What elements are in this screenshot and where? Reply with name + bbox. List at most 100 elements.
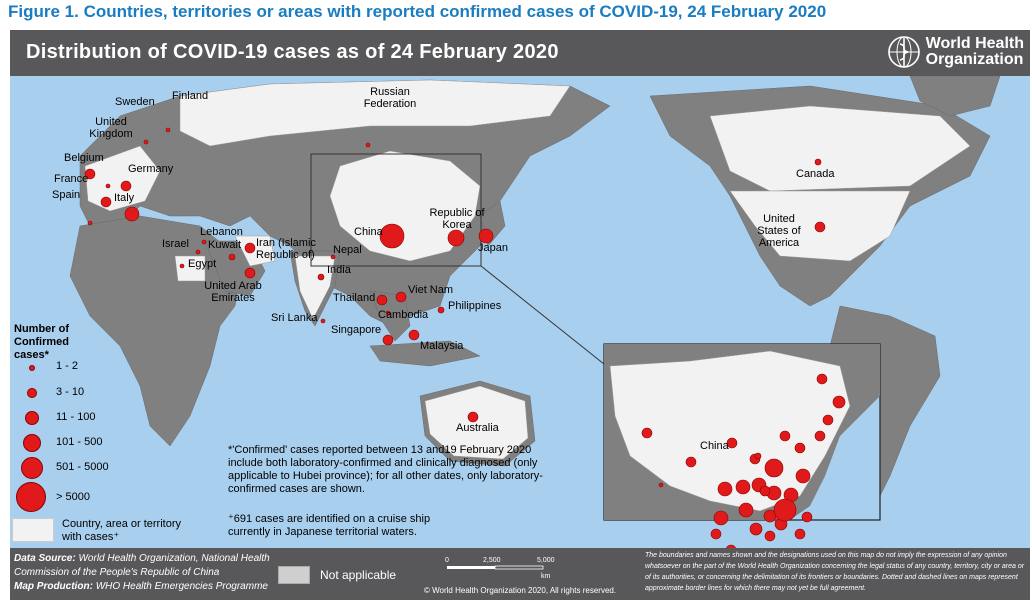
egypt-area (174, 255, 206, 282)
case-dot-philippines (437, 306, 445, 314)
label-uae: United Arab Emirates (204, 280, 262, 304)
legend-dot-1-2 (29, 365, 35, 371)
label-china: China (354, 226, 383, 238)
case-dot-israel (195, 249, 201, 255)
inset-dot (685, 456, 697, 468)
legend-label-3-10: 3 - 10 (56, 386, 85, 398)
map-production-text: WHO Health Emergencies Programme (95, 581, 268, 592)
legend-country-label: Country, area or territory with cases⁺ (62, 518, 182, 543)
case-dot-nepal (330, 254, 336, 260)
world-map (69, 76, 1001, 548)
case-dot-india (317, 273, 325, 281)
map-title: Distribution of COVID-19 cases as of 24 … (26, 41, 559, 63)
label-canada: Canada (796, 168, 835, 180)
case-dot-lebanon (201, 239, 207, 245)
inset-dot (779, 430, 791, 442)
case-dot-egypt (179, 263, 185, 269)
label-korea: Republic of Korea (429, 207, 485, 231)
logo-line-1: World Health (925, 35, 1024, 52)
scale-tick-5000: 5,000 (537, 557, 555, 564)
case-dot-italy (124, 206, 140, 222)
label-sri-lanka: Sri Lanka (271, 312, 318, 324)
map-frame: Distribution of COVID-19 cases as of 24 … (10, 30, 1030, 600)
case-dot-canada (814, 158, 822, 166)
legend-dot-5000-plus (16, 482, 46, 512)
label-belgium: Belgium (64, 152, 104, 164)
footer-credits: Data Source: World Health Organization, … (14, 553, 270, 592)
australia-area (424, 385, 529, 460)
scale-tick-2500: 2,500 (483, 557, 501, 564)
cruise-ship-note: ⁺691 cases are identified on a cruise sh… (228, 513, 431, 538)
map-production-label: Map Production (14, 581, 90, 592)
inset-dot (764, 458, 784, 478)
case-dot-korea (447, 229, 465, 247)
case-dot-spain (87, 220, 93, 226)
label-egypt: Egypt (188, 258, 217, 270)
label-sweden: Sweden (115, 96, 155, 108)
inset-dot (749, 522, 763, 536)
label-vietnam: Viet Nam (408, 284, 454, 296)
label-malaysia: Malaysia (420, 340, 464, 352)
inset-dot (814, 430, 826, 442)
label-cambodia: Cambodia (378, 309, 429, 321)
legend-label-501-5000: 501 - 5000 (56, 461, 109, 473)
not-applicable-label: Not applicable (320, 568, 397, 582)
label-finland: Finland (172, 90, 209, 102)
legend-dot-3-10 (27, 388, 37, 398)
data-source-label: Data Source (14, 553, 73, 564)
case-dot-kuwait (228, 253, 236, 261)
copyright: © World Health Organization 2020, All ri… (424, 586, 617, 595)
case-dot-china (379, 223, 405, 249)
legend-label-1-2: 1 - 2 (56, 360, 79, 372)
label-inset-china: China (700, 440, 729, 452)
legend-dot-11-100 (25, 411, 39, 425)
case-dots (84, 127, 846, 548)
inset-dot (658, 482, 664, 488)
map-footer: Data Source: World Health Organization, … (10, 548, 1030, 600)
inset-dot (641, 427, 653, 439)
inset-dot (726, 437, 738, 449)
label-japan: Japan (478, 242, 508, 254)
label-uk: United Kingdom (89, 116, 133, 140)
scale-bar: 0 2,500 5,000 km (445, 557, 555, 580)
inset-dot (726, 544, 736, 548)
data-source-text: World Health Organization, National Heal… (14, 553, 270, 578)
who-emblem-icon (887, 36, 920, 68)
inset-dot (832, 395, 846, 409)
india-area (294, 255, 336, 320)
not-applicable-swatch (278, 566, 310, 584)
inset-dot (794, 442, 806, 454)
inset-dot (738, 502, 754, 518)
china-region-frame (310, 153, 482, 267)
case-dot-germany (120, 180, 132, 192)
label-usa: United States of America (757, 213, 801, 249)
case-dot-sweden (143, 139, 149, 145)
scale-unit: km (541, 573, 551, 580)
label-israel: Israel (162, 238, 189, 250)
inset-dot (735, 479, 751, 495)
inset-dot (795, 468, 811, 484)
legend-country-swatch (12, 518, 54, 542)
inset-dot (801, 511, 813, 523)
europe-area (84, 145, 161, 212)
case-dot-uk (84, 168, 96, 180)
label-india: India (327, 264, 351, 276)
inset-dot (822, 414, 834, 426)
case-dot-sri-lanka (320, 318, 326, 324)
legend-dot-501-5000 (21, 457, 43, 479)
legend-dot-101-500 (23, 434, 41, 452)
inset-dot (759, 485, 771, 497)
legend-title: Number of Confirmed cases* (14, 323, 69, 361)
scale-tick-0: 0 (445, 557, 449, 564)
iran-area (234, 235, 276, 267)
label-lebanon: Lebanon (200, 226, 243, 238)
case-dot-iran (244, 242, 256, 254)
label-nepal: Nepal (333, 244, 362, 256)
legend-label-11-100: 11 - 100 (56, 411, 96, 423)
case-dot-belgium (105, 183, 111, 189)
label-russia: Russian Federation (363, 86, 417, 110)
label-kuwait: Kuwait (208, 239, 242, 251)
label-germany: Germany (128, 163, 174, 175)
case-dot-usa (814, 221, 826, 233)
label-italy: Italy (114, 192, 135, 204)
